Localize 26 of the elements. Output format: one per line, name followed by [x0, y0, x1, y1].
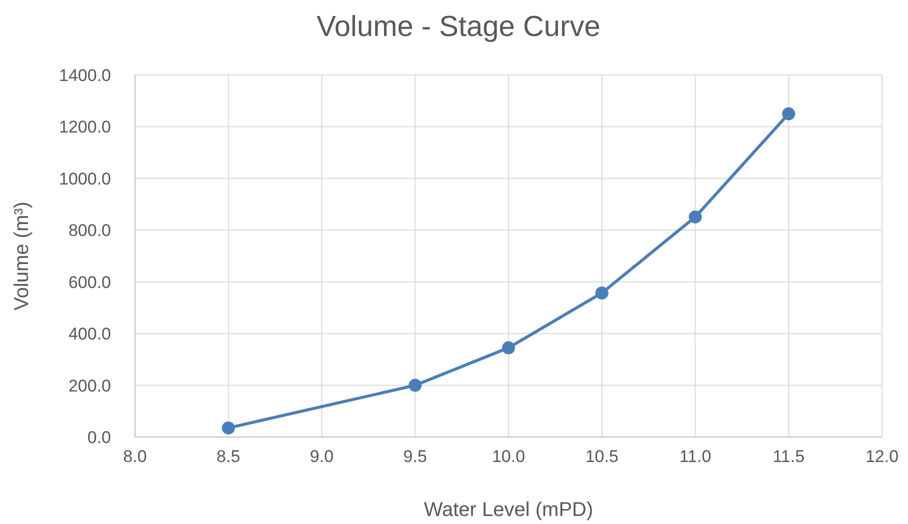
point	[688, 210, 702, 224]
y-tick-label: 1200.0	[59, 118, 111, 137]
x-tick-label: 11.0	[679, 447, 712, 466]
chart-title: Volume - Stage Curve	[316, 11, 600, 43]
x-axis-title: Water Level (mPD)	[424, 499, 594, 521]
point	[408, 378, 422, 392]
x-tick-label: 9.5	[403, 447, 427, 466]
x-tick-label: 12.0	[865, 447, 899, 466]
point	[502, 341, 515, 354]
point	[222, 421, 235, 434]
y-tick-label: 400.0	[68, 324, 111, 344]
x-tick-label: 10.0	[492, 447, 526, 466]
x-tick-label: 9.0	[310, 447, 334, 466]
x-tick-label: 11.5	[772, 447, 805, 466]
y-tick-label: 1000.0	[59, 169, 111, 188]
point	[595, 286, 608, 300]
y-tick-label: 0.0	[87, 428, 111, 447]
x-tick-label: 8.5	[216, 447, 240, 466]
x-tick-label: 8.0	[123, 447, 147, 466]
y-tick-label: 600.0	[68, 272, 111, 292]
y-axis-title: Volume (m³)	[11, 202, 33, 310]
y-tick-label: 800.0	[68, 221, 111, 240]
y-tick-label: 200.0	[68, 376, 111, 396]
x-tick-label: 10.5	[585, 447, 618, 466]
point	[782, 107, 796, 120]
y-tick-label: 1400.0	[59, 66, 111, 85]
